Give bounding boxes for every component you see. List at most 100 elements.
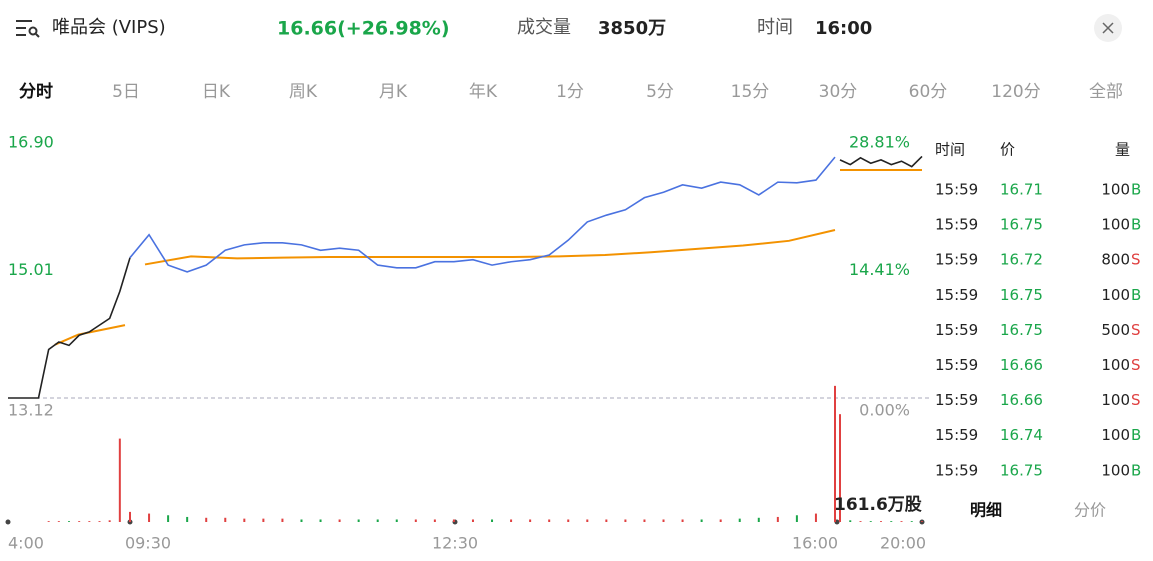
volume-bar	[900, 521, 903, 522]
volume-bar	[78, 521, 81, 522]
volume-bar	[795, 515, 798, 522]
volume-bar	[281, 518, 284, 522]
trade-price: 16.72	[1000, 251, 1043, 269]
trade-qty: 100	[1101, 426, 1130, 444]
close-button[interactable]	[1094, 14, 1122, 42]
volume-bar	[68, 521, 70, 522]
volume-bar	[338, 519, 341, 522]
trade-price: 16.75	[1000, 321, 1043, 339]
trade-price: 16.74	[1000, 426, 1043, 444]
pct-axis-label: 28.81%	[849, 133, 910, 152]
volume-bar	[869, 521, 872, 522]
time-axis-label: 16:00	[792, 534, 838, 553]
trade-side: B	[1131, 286, 1141, 304]
volume-bar	[300, 519, 303, 522]
trade-qty: 100	[1101, 286, 1130, 304]
trade-time: 15:59	[935, 426, 978, 444]
trade-price: 16.66	[1000, 391, 1043, 409]
volume-bar	[205, 517, 208, 522]
trade-price: 16.66	[1000, 356, 1043, 374]
price-axis-label: 15.01	[8, 260, 54, 279]
time: 16:00	[815, 18, 872, 39]
volume-bar	[47, 521, 50, 522]
tab[interactable]: 月K	[379, 82, 408, 102]
volume-bar	[890, 521, 893, 522]
menu-icon[interactable]	[16, 20, 40, 38]
trade-time: 15:59	[935, 391, 978, 409]
volume-bar	[839, 414, 841, 522]
tab[interactable]: 分时	[19, 82, 53, 102]
volume-bar	[262, 518, 265, 522]
volume-bar	[376, 519, 379, 522]
trade-price: 16.71	[1000, 181, 1043, 199]
avg-line	[54, 324, 126, 346]
time-axis-label: 4:00	[8, 534, 44, 553]
tab[interactable]: 15分	[731, 82, 770, 102]
time-axis-label: 12:30	[432, 534, 478, 553]
time-label: 时间	[757, 17, 793, 38]
volume-bar	[471, 519, 474, 522]
volume-bar	[814, 513, 817, 522]
volume-bar	[243, 518, 246, 522]
volume-max-label: 161.6万股	[834, 495, 922, 515]
trade-header: 时间	[935, 141, 965, 159]
tab[interactable]: 全部	[1089, 82, 1123, 102]
avg-line	[144, 229, 836, 266]
volume-bar	[757, 517, 760, 522]
trade-side: S	[1131, 391, 1141, 409]
volume-bar	[624, 519, 627, 522]
volume-bar	[491, 519, 494, 522]
trade-qty: 100	[1101, 391, 1130, 409]
volume-bar	[129, 511, 131, 522]
volume-bar	[586, 519, 589, 522]
volume-bar	[662, 519, 665, 522]
trade-time: 15:59	[935, 356, 978, 374]
volume-bar	[681, 519, 684, 522]
volume-bar	[357, 519, 360, 522]
volume-bar	[567, 519, 570, 522]
volume-bar	[776, 516, 779, 522]
volume-label: 成交量	[517, 17, 571, 38]
volume-bar	[548, 519, 551, 522]
trade-price: 16.75	[1000, 461, 1043, 479]
volume-bar	[719, 519, 722, 522]
price: 16.66(+26.98%)	[277, 18, 450, 40]
price-axis-label: 13.12	[8, 401, 54, 420]
tab[interactable]: 5日	[112, 82, 140, 102]
volume-bar	[738, 518, 741, 522]
tab[interactable]: 60分	[909, 82, 948, 102]
trade-price: 16.75	[1000, 286, 1043, 304]
tab[interactable]: 周K	[289, 82, 318, 102]
volume-bar	[108, 520, 111, 522]
tab[interactable]: 120分	[991, 82, 1040, 102]
volume-bar	[186, 516, 189, 522]
volume-bar	[529, 519, 532, 522]
trade-qty: 100	[1101, 461, 1130, 479]
volume-bar	[921, 521, 923, 522]
tab[interactable]: 日K	[202, 82, 231, 102]
price-line	[8, 257, 131, 399]
stock-name: 唯品会 (VIPS)	[52, 17, 166, 38]
tab[interactable]: 30分	[819, 82, 858, 102]
volume-bar	[395, 519, 398, 522]
volume-bar	[148, 513, 151, 522]
volume-bar	[414, 519, 417, 522]
trade-side: S	[1131, 321, 1141, 339]
trade-time: 15:59	[935, 251, 978, 269]
volume-bar	[643, 519, 646, 522]
detail-tab[interactable]: 明细	[970, 501, 1002, 520]
trade-side: B	[1131, 181, 1141, 199]
detail-tab[interactable]: 分价	[1074, 501, 1106, 520]
tab[interactable]: 年K	[469, 82, 498, 102]
tab[interactable]: 1分	[556, 82, 584, 102]
volume-bar	[849, 520, 852, 522]
volume-bar	[433, 519, 436, 522]
trade-time: 15:59	[935, 286, 978, 304]
volume-bar	[452, 519, 455, 522]
pct-axis-label: 0.00%	[859, 401, 910, 420]
trade-qty: 800	[1101, 251, 1130, 269]
tab[interactable]: 5分	[646, 82, 674, 102]
volume: 3850万	[598, 18, 666, 39]
trade-time: 15:59	[935, 181, 978, 199]
